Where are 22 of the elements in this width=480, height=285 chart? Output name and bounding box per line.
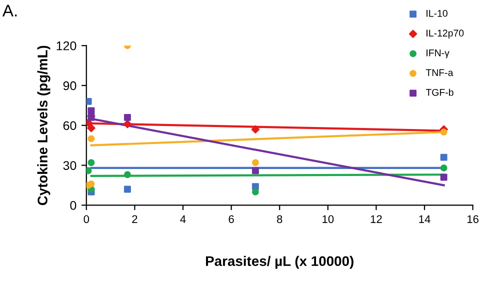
y-tick-label: 30 bbox=[63, 161, 76, 170]
x-tick-label: 2 bbox=[132, 215, 138, 223]
text: A. bbox=[2, 4, 17, 16]
y-tick-label: 60 bbox=[63, 121, 76, 130]
x-tick-label: 4 bbox=[180, 215, 186, 223]
legend-label: IL-12p70 bbox=[426, 30, 464, 38]
x-tick-label: 16 bbox=[467, 215, 478, 224]
legend-label: TGF-b bbox=[426, 88, 454, 96]
x-tick-label: 0 bbox=[84, 215, 90, 224]
y-tick-label: 90 bbox=[63, 81, 76, 90]
legend-label: TNF-a bbox=[426, 69, 454, 76]
y-tick-label: 120 bbox=[56, 41, 76, 50]
legend-label: IL-10 bbox=[426, 10, 448, 17]
x-axis-title: Parasites/ µL (x 10000) bbox=[206, 256, 354, 269]
x-tick-label: 10 bbox=[322, 215, 334, 224]
x-tick-label: 14 bbox=[419, 215, 430, 223]
x-tick-label: 12 bbox=[370, 215, 382, 223]
y-axis-title: Cytokine Levels (pg/mL) bbox=[37, 46, 50, 206]
legend-label: IFN-γ bbox=[426, 50, 450, 58]
y-tick-label: 0 bbox=[70, 201, 76, 210]
x-tick-label: 6 bbox=[228, 215, 234, 224]
x-tick-label: 8 bbox=[276, 215, 282, 224]
